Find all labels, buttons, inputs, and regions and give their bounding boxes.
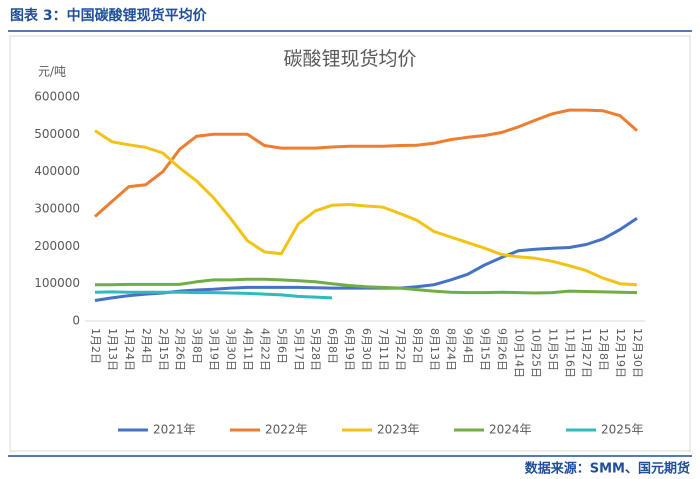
x-tick-label: 6月30日 <box>360 328 373 371</box>
legend-label: 2025年 <box>601 423 644 437</box>
x-tick-label: 4月22日 <box>258 328 271 371</box>
y-tick-label: 300000 <box>34 202 80 216</box>
source: 数据来源：SMM、国元期货 <box>525 461 690 477</box>
x-tick-label: 6月19日 <box>343 328 356 371</box>
chart-title: 碳酸锂现货均价 <box>283 48 416 70</box>
legend-label: 2023年 <box>377 423 420 437</box>
series-line <box>94 129 638 287</box>
series-line <box>94 108 638 218</box>
x-tick-label: 10月25日 <box>529 328 542 378</box>
x-tick-label: 11月5日 <box>546 328 559 371</box>
x-tick-label: 3月8日 <box>191 328 204 364</box>
y-tick-label: 0 <box>72 314 80 328</box>
x-tick-label: 9月4日 <box>462 328 475 364</box>
x-tick-label: 2月4日 <box>140 328 153 364</box>
x-tick-label: 2月26日 <box>174 328 187 371</box>
x-tick-label: 12月8日 <box>597 328 610 371</box>
x-tick-label: 6月8日 <box>326 328 339 364</box>
y-tick-label: 500000 <box>34 127 80 141</box>
y-tick-label: 100000 <box>34 276 80 290</box>
x-tick-label: 1月13日 <box>106 328 119 371</box>
x-tick-label: 3月30日 <box>225 328 238 371</box>
x-tick-label: 9月26日 <box>496 328 509 371</box>
series-line <box>95 277 638 295</box>
y-tick-label: 200000 <box>34 239 80 253</box>
series-line <box>94 290 333 300</box>
x-tick-label: 8月2日 <box>411 328 424 364</box>
x-tick-label: 5月28日 <box>309 328 322 371</box>
x-tick-label: 5月6日 <box>275 328 288 364</box>
legend-label: 2024年 <box>489 423 532 437</box>
x-tick-label: 7月22日 <box>394 328 407 371</box>
legend-label: 2022年 <box>265 423 308 437</box>
x-tick-label: 11月27日 <box>580 328 593 378</box>
x-tick-label: 12月19日 <box>614 328 627 378</box>
y-tick-label: 600000 <box>34 90 80 104</box>
chart-frame <box>9 35 691 452</box>
x-tick-label: 1月2日 <box>89 328 102 364</box>
y-label: 元/吨 <box>38 65 66 79</box>
x-tick-label: 12月30日 <box>631 328 644 378</box>
y-tick-label: 400000 <box>34 164 80 178</box>
x-tick-label: 5月17日 <box>292 328 305 371</box>
x-tick-label: 1月24日 <box>123 328 136 371</box>
x-tick-label: 11月16日 <box>563 328 576 378</box>
legend-label: 2021年 <box>153 423 196 437</box>
x-tick-label: 4月11日 <box>241 328 254 371</box>
header: 图表 3：中国碳酸锂现货平均价 <box>10 7 208 24</box>
x-tick-label: 8月13日 <box>428 328 441 371</box>
x-tick-label: 10月14日 <box>512 328 525 378</box>
x-tick-label: 9月15日 <box>479 328 492 371</box>
x-tick-label: 7月11日 <box>377 328 390 371</box>
x-tick-label: 8月24日 <box>445 328 458 371</box>
x-tick-label: 2月15日 <box>157 328 170 371</box>
x-tick-label: 3月19日 <box>208 328 221 371</box>
